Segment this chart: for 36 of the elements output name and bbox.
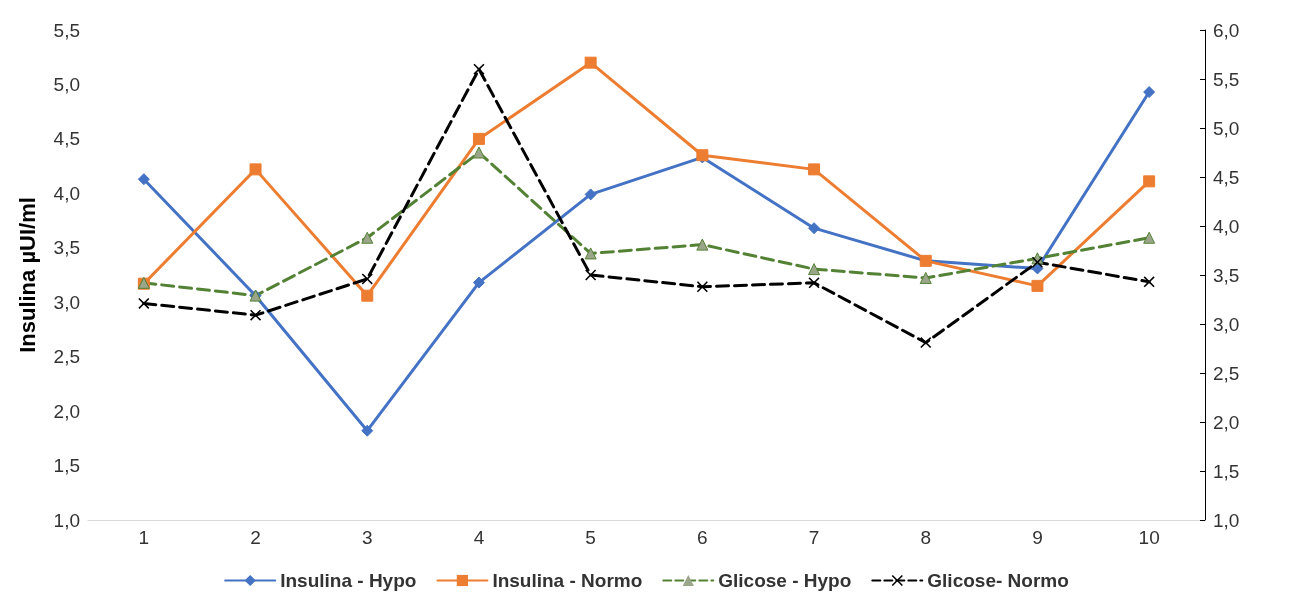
x-tick-label: 9 — [1032, 527, 1043, 548]
x-tick-label: 7 — [808, 527, 820, 548]
y2-tick-label: 2,0 — [1213, 411, 1240, 433]
y2-tick-label: 1,0 — [1213, 509, 1240, 531]
legend-label: Glicose - Hypo — [718, 570, 852, 591]
x-tick-label: 10 — [1138, 527, 1160, 548]
y-tick-label: 5,0 — [53, 73, 80, 95]
y-tick-label: 3,5 — [53, 237, 80, 259]
legend-label: Insulina - Normo — [492, 570, 643, 591]
y2-tick-label: 6,0 — [1213, 19, 1240, 41]
x-tick-label: 1 — [138, 527, 150, 548]
y-tick-label: 2,5 — [53, 346, 80, 368]
y-tick-label: 2,0 — [53, 400, 80, 422]
y-axis-title: Insulina µUI/ml — [14, 197, 40, 353]
y-tick-label: 3,0 — [53, 291, 80, 313]
y-tick-label: 4,0 — [53, 182, 80, 204]
y-tick-label: 4,5 — [53, 128, 80, 150]
legend-label: Insulina - Hypo — [280, 570, 417, 591]
x-tick-label: 4 — [473, 527, 485, 548]
legend-label: Glicose- Normo — [927, 570, 1069, 591]
y2-tick-label: 4,0 — [1213, 215, 1240, 237]
y-tick-label: 5,5 — [53, 19, 80, 41]
y2-tick-label: 3,5 — [1213, 264, 1240, 286]
y2-tick-label: 5,5 — [1213, 68, 1240, 90]
y2-tick-label: 4,5 — [1213, 166, 1240, 188]
x-tick-label: 3 — [361, 527, 373, 548]
x-tick-label: 2 — [250, 527, 261, 548]
y2-tick-label: 3,0 — [1213, 313, 1240, 335]
y-tick-label: 1,5 — [53, 455, 80, 477]
x-tick-label: 8 — [920, 527, 932, 548]
y2-tick-label: 1,5 — [1213, 460, 1240, 482]
y2-tick-label: 5,0 — [1213, 117, 1240, 139]
y-tick-label: 1,0 — [53, 509, 80, 531]
x-tick-label: 5 — [585, 527, 596, 548]
x-tick-label: 6 — [697, 527, 708, 548]
y2-tick-label: 2,5 — [1213, 362, 1240, 384]
